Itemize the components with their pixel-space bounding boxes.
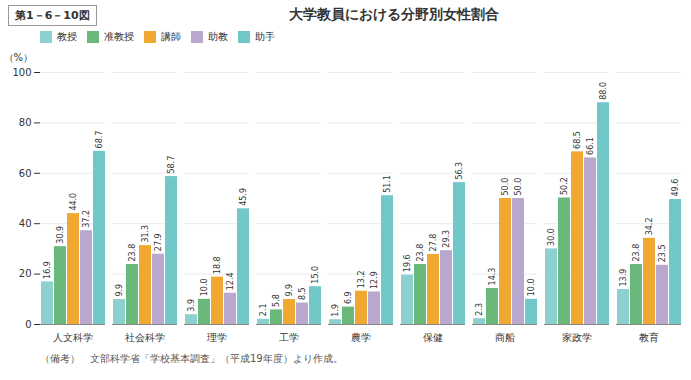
svg-text:10.0: 10.0 — [200, 278, 209, 296]
html-text:助手: 助手 — [255, 29, 275, 43]
svg-text:0: 0 — [25, 319, 31, 330]
svg-text:68.5: 68.5 — [573, 131, 582, 149]
svg-text:23.8: 23.8 — [632, 244, 641, 262]
svg-text:29.3: 29.3 — [442, 230, 451, 248]
svg-text:40: 40 — [19, 218, 32, 229]
svg-text:19.6: 19.6 — [403, 254, 412, 272]
svg-text:人文科学: 人文科学 — [53, 332, 93, 343]
svg-text:家政学: 家政学 — [562, 332, 592, 343]
svg-text:13.9: 13.9 — [619, 269, 628, 287]
svg-text:8.5: 8.5 — [298, 287, 307, 300]
svg-text:9.9: 9.9 — [285, 284, 294, 297]
svg-text:50.0: 50.0 — [501, 178, 510, 196]
svg-text:100: 100 — [12, 67, 31, 78]
svg-text:88.0: 88.0 — [599, 82, 608, 100]
svg-text:教育: 教育 — [639, 332, 659, 343]
svg-text:30.0: 30.0 — [547, 228, 556, 246]
svg-text:2.1: 2.1 — [259, 303, 268, 316]
svg-text:理学: 理学 — [207, 332, 227, 343]
svg-text:10.0: 10.0 — [527, 278, 536, 296]
html-text:大学教員における分野別女性割合: 大学教員における分野別女性割合 — [288, 6, 499, 22]
svg-text:66.1: 66.1 — [586, 137, 595, 155]
svg-text:23.5: 23.5 — [658, 244, 667, 262]
svg-text:3.9: 3.9 — [187, 299, 196, 312]
svg-text:5.8: 5.8 — [272, 294, 281, 307]
html-text:教授: 教授 — [57, 29, 77, 43]
svg-text:13.2: 13.2 — [357, 270, 366, 288]
svg-text:保健: 保健 — [423, 332, 443, 343]
svg-text:31.3: 31.3 — [141, 225, 150, 243]
svg-text:37.2: 37.2 — [82, 210, 91, 228]
svg-text:51.1: 51.1 — [383, 175, 392, 193]
html-text:第1－6－10図: 第1－6－10図 — [15, 8, 90, 22]
svg-text:2.3: 2.3 — [475, 303, 484, 316]
svg-text:16.9: 16.9 — [43, 261, 52, 279]
svg-text:23.8: 23.8 — [128, 244, 137, 262]
svg-text:50.2: 50.2 — [560, 177, 569, 195]
svg-text:56.3: 56.3 — [455, 162, 464, 180]
svg-text:6.9: 6.9 — [344, 291, 353, 304]
html-text:（備考） 文部科学省「学校基本調査」（平成19年度）より作成: （備考） 文部科学省「学校基本調査」（平成19年度）より作成。 — [40, 353, 343, 364]
svg-text:27.8: 27.8 — [429, 234, 438, 252]
html-text:准教授: 准教授 — [104, 29, 134, 43]
svg-text:商船: 商船 — [495, 332, 515, 343]
svg-text:15.0: 15.0 — [311, 266, 320, 284]
svg-text:社会科学: 社会科学 — [125, 332, 165, 343]
svg-text:34.2: 34.2 — [645, 218, 654, 236]
svg-text:60: 60 — [19, 168, 32, 179]
svg-text:12.4: 12.4 — [226, 272, 235, 290]
svg-text:12.9: 12.9 — [370, 271, 379, 289]
svg-text:27.9: 27.9 — [154, 233, 163, 251]
svg-text:23.8: 23.8 — [416, 244, 425, 262]
svg-text:9.9: 9.9 — [115, 284, 124, 297]
svg-text:58.7: 58.7 — [167, 156, 176, 174]
svg-text:80: 80 — [19, 117, 32, 128]
html-text:助教: 助教 — [208, 29, 228, 43]
html-text:講師: 講師 — [161, 29, 181, 43]
svg-text:14.3: 14.3 — [488, 268, 497, 286]
svg-text:1.9: 1.9 — [331, 304, 340, 317]
svg-text:20: 20 — [19, 268, 32, 279]
svg-text:18.8: 18.8 — [213, 256, 222, 274]
svg-text:30.9: 30.9 — [56, 226, 65, 244]
svg-text:68.7: 68.7 — [95, 131, 104, 149]
svg-text:50.0: 50.0 — [514, 178, 523, 196]
svg-text:45.9: 45.9 — [239, 188, 248, 206]
svg-text:（%）: （%） — [4, 52, 34, 63]
svg-text:農学: 農学 — [351, 332, 371, 343]
svg-text:44.0: 44.0 — [69, 193, 78, 211]
svg-text:工学: 工学 — [279, 332, 299, 343]
svg-text:49.6: 49.6 — [671, 179, 680, 197]
